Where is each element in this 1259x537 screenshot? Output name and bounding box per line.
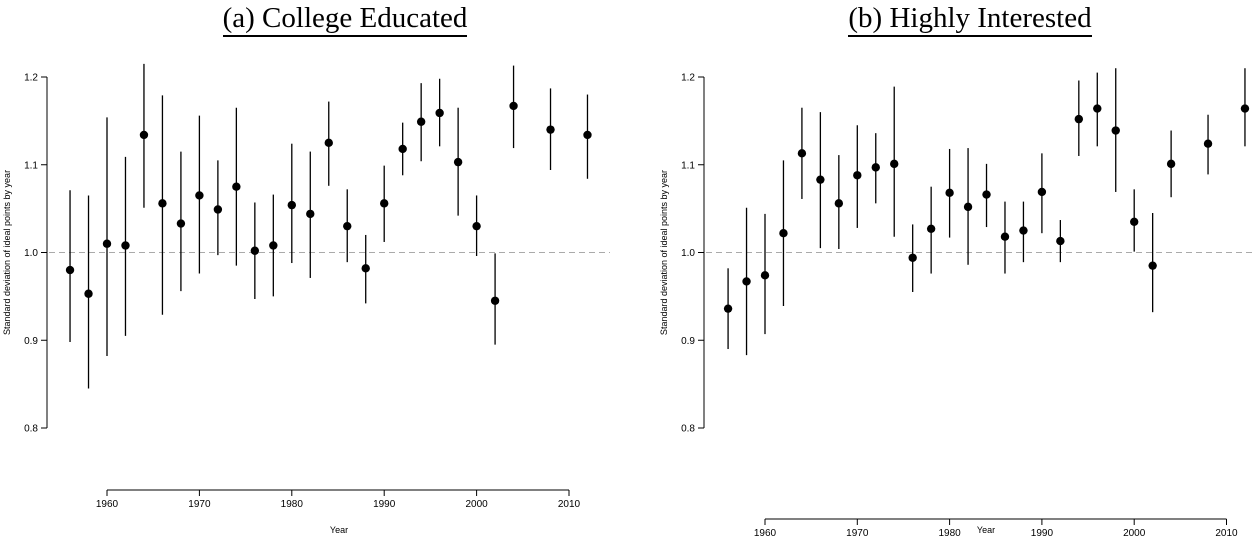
panel-b-data-point xyxy=(1000,232,1010,241)
panel-b-data-point xyxy=(853,171,862,180)
panel-b-data-point xyxy=(1019,226,1028,235)
panel-b-data-point xyxy=(890,159,899,169)
panel-a-y-tick-label: 1.0 xyxy=(24,248,38,259)
panel-b-data-point xyxy=(1111,126,1120,135)
panel-b-data-point xyxy=(816,175,825,184)
panel-a-data-point xyxy=(195,191,204,200)
panel-b-data-point xyxy=(1166,159,1176,169)
panel-b-title-text: (b) Highly Interested xyxy=(848,2,1092,37)
panel-a-data-point xyxy=(509,101,518,111)
panel-b-data-point xyxy=(1074,114,1084,124)
panel-a-data-point xyxy=(250,246,260,255)
panel-a-title: (a) College Educated xyxy=(80,2,610,38)
panel-b-x-tick-label: 1980 xyxy=(938,528,961,537)
panel-a-data-point xyxy=(269,241,278,250)
panel-a-x-tick-label: 1970 xyxy=(188,499,211,510)
panel-a-data-point xyxy=(102,239,112,248)
panel-a-data-point xyxy=(343,221,352,231)
panel-a-title-text: (a) College Educated xyxy=(222,2,468,37)
panel-a-data-point xyxy=(84,289,93,298)
panel-b-data-point xyxy=(1056,236,1065,246)
panel-a-data-point xyxy=(65,265,75,275)
panel-a-data-point xyxy=(121,241,130,250)
panel-a-data-point xyxy=(453,157,463,167)
panel-a-data-point xyxy=(158,199,167,208)
panel-a-data-point xyxy=(416,117,426,126)
panel-b-data-point xyxy=(908,253,917,262)
panel-b-y-tick-label: 0.8 xyxy=(681,424,695,435)
panel-a-data-point xyxy=(398,144,407,154)
panel-b-data-point xyxy=(945,188,954,198)
panel-b-data-point xyxy=(982,190,991,199)
panel-a-y-tick-label: 0.9 xyxy=(24,336,38,347)
panel-b-data-point xyxy=(760,271,770,280)
panel-b-title: (b) Highly Interested xyxy=(690,2,1250,38)
panel-b-data-point xyxy=(1240,104,1250,113)
panel-a-y-tick-label: 1.2 xyxy=(24,73,38,84)
panel-a-data-point xyxy=(306,209,315,219)
panel-a-y-tick-label: 0.8 xyxy=(24,424,38,435)
panel-b-y-axis-title: Standard deviation of ideal points by ye… xyxy=(659,170,669,335)
panel-b-x-axis-title: Year xyxy=(977,525,995,535)
panel-a-data-point xyxy=(287,200,296,210)
panel-b-data-point xyxy=(1148,261,1157,270)
panel-b-data-point xyxy=(963,202,973,212)
panel-a-x-tick-label: 2010 xyxy=(558,499,581,510)
panel-b-data-point xyxy=(797,149,807,158)
panel-a-data-point xyxy=(139,130,149,140)
panel-b-data-point xyxy=(1093,104,1102,113)
panel-b-data-point xyxy=(871,163,880,172)
panel-a-data-point xyxy=(490,296,500,305)
panel-b-data-point xyxy=(779,228,788,238)
panel-b-data-point xyxy=(742,277,751,286)
panel-b-data-point xyxy=(1130,217,1139,226)
panel-a-data-point xyxy=(472,221,481,231)
panel-a-x-tick-label: 1960 xyxy=(96,499,119,510)
panel-b-highly-interested: 0.8 0.9 1.0 1.1 1.2 1960 1970 1980 1990 2000 2010 Y… xyxy=(659,68,1256,537)
panel-a-data-point xyxy=(583,130,592,140)
panel-a-x-tick-label: 1990 xyxy=(373,499,396,510)
panel-a-data-point xyxy=(213,205,223,214)
panel-b-y-tick-label: 1.2 xyxy=(681,73,695,84)
panel-b-data-point xyxy=(1203,139,1213,148)
panel-b-data-point xyxy=(834,199,844,208)
panel-b-x-tick-label: 2000 xyxy=(1123,528,1146,537)
panel-b-data-point xyxy=(926,224,936,234)
panel-a-y-axis-title: Standard deviation of ideal points by ye… xyxy=(2,170,12,335)
panel-b-y-tick-label: 1.0 xyxy=(681,248,695,259)
panel-a-data-point xyxy=(361,264,370,273)
panel-b-x-tick-label: 1970 xyxy=(846,528,869,537)
panel-b-y-tick-label: 0.9 xyxy=(681,336,695,347)
panel-a-data-point xyxy=(176,219,186,228)
panel-b-x-tick-label: 2010 xyxy=(1215,528,1238,537)
panel-a-data-point xyxy=(232,182,241,191)
panel-b-x-tick-label: 1960 xyxy=(754,528,777,537)
panel-a-x-axis-title: Year xyxy=(330,525,348,535)
panel-b-x-tick-label: 1990 xyxy=(1031,528,1054,537)
panel-a-data-point xyxy=(380,199,389,208)
panel-a-x-tick-label: 1980 xyxy=(281,499,304,510)
panel-b-y-tick-label: 1.1 xyxy=(681,160,695,171)
panel-a-data-point xyxy=(435,108,444,118)
panel-a-data-point xyxy=(324,138,333,148)
panel-b-data-point xyxy=(723,304,733,313)
panel-b-data-point xyxy=(1037,187,1047,197)
panel-a-data-point xyxy=(546,125,555,134)
panel-a-x-tick-label: 2000 xyxy=(465,499,488,510)
panel-a-college-educated: 0.8 0.9 1.0 1.1 1.2 1960 1970 1980 1990 2000 2010 Y… xyxy=(2,63,610,535)
panel-a-y-tick-label: 1.1 xyxy=(24,160,38,171)
